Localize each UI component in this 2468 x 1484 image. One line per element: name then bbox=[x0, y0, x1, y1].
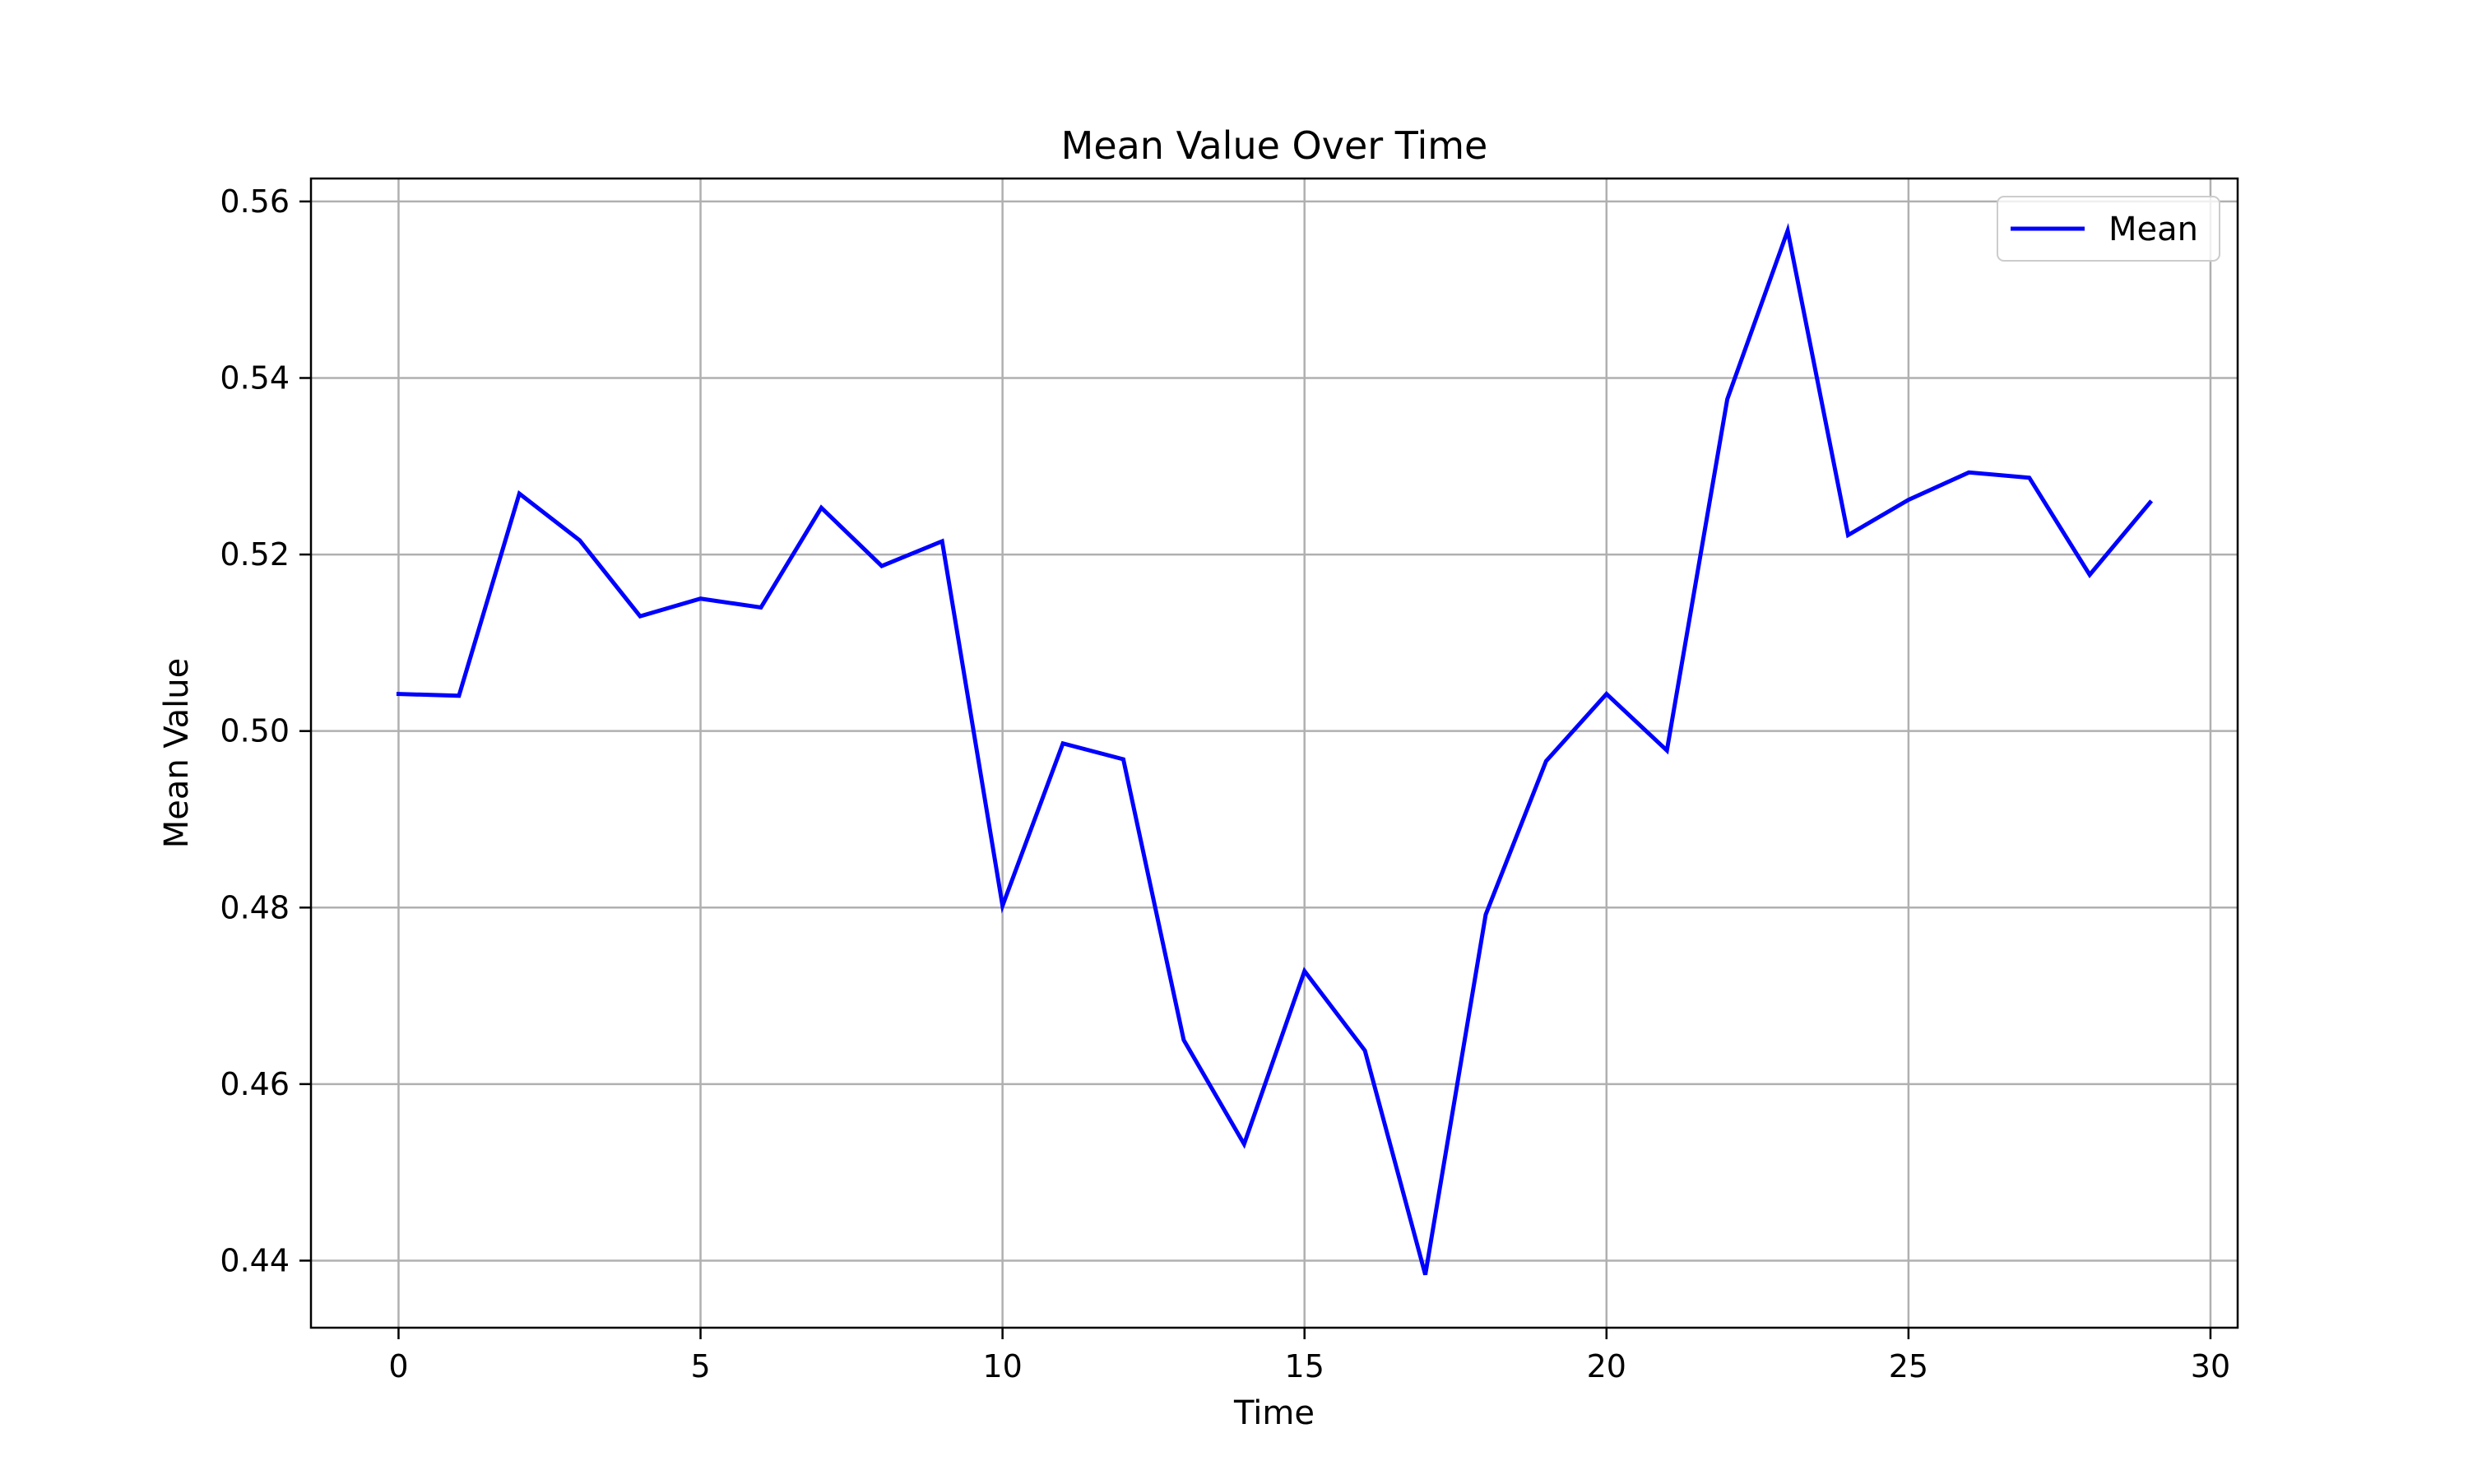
y-tick-label: 0.54 bbox=[220, 359, 290, 396]
y-tick-label: 0.44 bbox=[220, 1242, 290, 1278]
series-layer bbox=[396, 222, 2154, 1276]
y-tick-label: 0.56 bbox=[220, 183, 290, 220]
legend-label-mean: Mean bbox=[2108, 211, 2198, 248]
grid-lines bbox=[311, 179, 2238, 1328]
x-tick-label: 25 bbox=[1889, 1348, 1928, 1384]
legend-box bbox=[1997, 196, 2220, 262]
x-tick-label: 0 bbox=[388, 1348, 408, 1384]
y-tick-label: 0.46 bbox=[220, 1066, 290, 1102]
legend: Mean bbox=[1997, 196, 2220, 262]
axis-ticks: 0 5 10 15 20 25 30 0.44 0.46 0.48 0.50 0.52 0.54 0.56 bbox=[220, 183, 2230, 1384]
y-axis-label: Mean Value bbox=[158, 658, 196, 849]
x-tick-label: 20 bbox=[1587, 1348, 1626, 1384]
plot-area-frame bbox=[309, 177, 2239, 1329]
x-axis-label: Time bbox=[1233, 1394, 1315, 1432]
y-tick-label: 0.50 bbox=[220, 713, 290, 749]
x-tick-label: 15 bbox=[1285, 1348, 1324, 1384]
y-tick-label: 0.48 bbox=[220, 889, 290, 925]
x-tick-label: 5 bbox=[690, 1348, 710, 1384]
chart-title: Mean Value Over Time bbox=[1061, 123, 1488, 168]
y-tick-label: 0.52 bbox=[220, 536, 290, 573]
x-tick-label: 30 bbox=[2191, 1348, 2230, 1384]
series-line-mean bbox=[396, 222, 2154, 1276]
x-tick-label: 10 bbox=[982, 1348, 1022, 1384]
